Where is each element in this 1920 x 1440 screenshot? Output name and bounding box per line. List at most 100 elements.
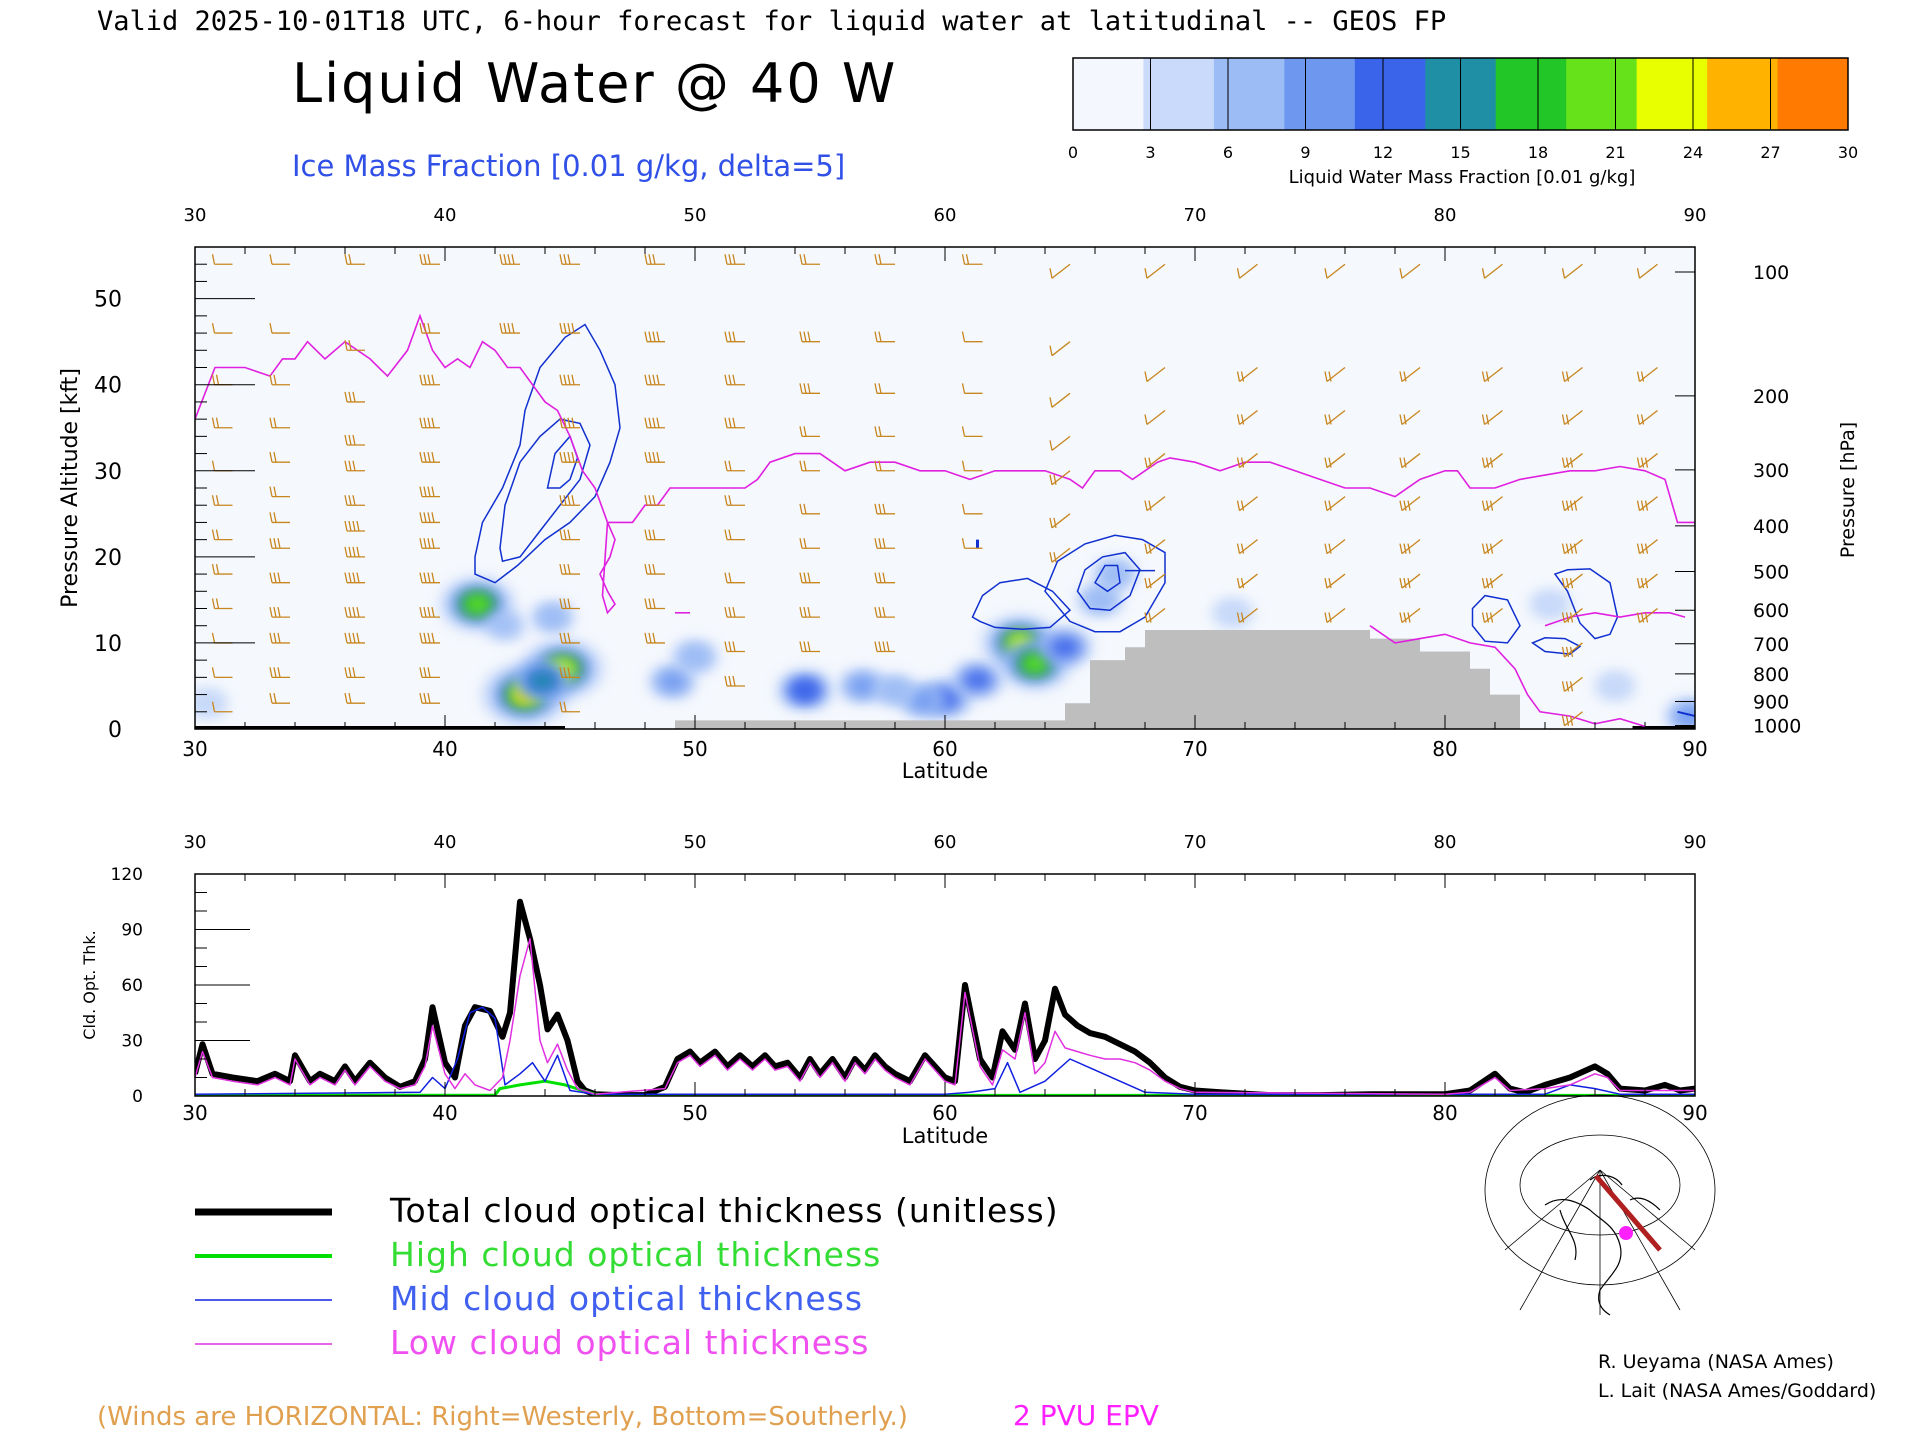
wind-barb-feather — [211, 598, 216, 609]
wind-barb-feather — [427, 486, 431, 497]
top-xtick-label-bottom: 80 — [1432, 737, 1457, 761]
wind-barb-feather — [273, 417, 277, 428]
wind-barb-feather — [559, 452, 563, 463]
colorbar-swatch — [1566, 58, 1638, 130]
wind-barb-feather — [878, 331, 882, 342]
series-line — [195, 938, 1695, 1095]
wind-barb — [644, 331, 665, 343]
wind-barb-feather — [874, 572, 878, 583]
wind-barb-feather — [277, 606, 281, 618]
wind-barb — [1561, 410, 1583, 426]
liquid-blob — [791, 681, 819, 700]
wind-barb-feather — [724, 331, 728, 342]
wind-barb-feather — [1148, 612, 1152, 623]
colorbar-swatch — [1777, 58, 1849, 130]
bottom-xtick-label-bottom: 40 — [432, 1101, 457, 1125]
wind-barb — [1324, 366, 1346, 383]
wind-barb-feather — [344, 495, 348, 506]
wind-barb — [644, 598, 665, 610]
wind-barb-feather — [965, 254, 970, 265]
pressure-tick-label: 800 — [1753, 664, 1789, 686]
wind-barb-feather — [563, 563, 567, 575]
wind-barb-feather — [656, 331, 660, 342]
colorbar-tick: 21 — [1605, 143, 1625, 162]
wind-barb-feather — [874, 460, 878, 471]
wind-barb-feather — [1636, 414, 1641, 425]
wind-barb-feather — [273, 606, 277, 618]
wind-barb-feather — [961, 254, 966, 265]
wind-barb — [1481, 573, 1503, 589]
epv-line-tropopause-fold — [599, 522, 616, 615]
wind-barb-feather — [356, 546, 360, 557]
wind-barb — [1561, 496, 1583, 512]
wind-barb-feather — [423, 452, 427, 463]
wind-barb-feather — [563, 701, 567, 712]
wind-barb — [799, 383, 820, 394]
wind-barb-feather — [571, 495, 575, 506]
wind-barb-feather — [348, 340, 352, 351]
bottom-xlabel: Latitude — [902, 1124, 988, 1148]
wind-barb-feather — [656, 417, 660, 428]
wind-barb-feather — [644, 529, 648, 540]
wind-barb — [1561, 711, 1583, 727]
wind-barb-feather — [1144, 414, 1148, 425]
wind-barb — [344, 520, 365, 532]
wind-barb-feather — [1644, 577, 1649, 589]
wind-barb-feather — [1573, 500, 1578, 511]
wind-barb — [211, 322, 233, 334]
wind-barb-feather — [652, 452, 656, 463]
colorbar-swatch — [1495, 58, 1567, 130]
wind-barb-feather — [269, 667, 273, 678]
wind-barb — [724, 641, 745, 653]
top-ytick-label: 10 — [94, 632, 122, 657]
wind-barb-feather — [352, 667, 356, 678]
wind-barb-feather — [648, 452, 652, 463]
wind-barb-feather — [1636, 371, 1641, 382]
wind-barb — [1636, 539, 1658, 555]
wind-barb-feather — [1485, 577, 1490, 589]
liquid-water-shading — [195, 558, 1695, 729]
bottom-xtick-label-top: 70 — [1184, 832, 1207, 853]
wind-barb-feather — [277, 632, 281, 644]
cross-section-axes: 3030404050506060707080809090010203040501… — [94, 205, 1801, 761]
wind-barb-feather — [431, 486, 435, 497]
wind-barb — [211, 667, 233, 679]
wind-barb-feather — [1407, 612, 1411, 623]
colorbar-tick: 15 — [1450, 143, 1470, 162]
wind-barb — [269, 572, 290, 584]
wind-barb-feather — [1240, 371, 1245, 382]
wind-barb-feather — [1561, 646, 1566, 658]
wind-barb-feather — [352, 434, 356, 446]
colorbar-swatch — [1707, 58, 1779, 130]
main-title: Liquid Water @ 40 W — [292, 52, 897, 115]
wind-barb — [344, 546, 365, 558]
wind-barb-feather — [961, 383, 966, 394]
wind-barb — [724, 572, 745, 584]
wind-barb-feather — [807, 606, 811, 618]
wind-barb — [211, 495, 233, 506]
top-xtick-label-top: 50 — [684, 205, 707, 226]
wind-barb-feather — [728, 675, 732, 687]
bottom-xtick-label-top: 40 — [434, 832, 457, 853]
wind-barb-feather — [644, 598, 648, 609]
wind-barb-feather — [1485, 543, 1490, 554]
wind-barb-feather — [1481, 371, 1486, 382]
wind-barb-feather — [1636, 543, 1641, 554]
wind-barb-feather — [1328, 414, 1332, 425]
colorbar-swatch — [1143, 58, 1215, 130]
wind-barb-feather — [1636, 612, 1641, 623]
pressure-tick-label: 1000 — [1753, 716, 1801, 738]
wind-barb-feather — [1569, 646, 1574, 658]
wind-barb — [1049, 547, 1071, 563]
wind-barb-feather — [559, 563, 563, 575]
wind-barb-feather — [344, 546, 348, 557]
top-xtick-label-top: 80 — [1434, 205, 1457, 226]
pressure-tick-label: 400 — [1753, 516, 1789, 538]
wind-barb-feather — [559, 701, 563, 712]
pressure-tick-label: 100 — [1753, 262, 1789, 284]
wind-barb-feather — [511, 322, 515, 334]
wind-barb — [559, 495, 580, 506]
wind-barb-feather — [559, 254, 563, 265]
wind-barb-feather — [1053, 474, 1057, 485]
wind-barb-feather — [644, 563, 648, 575]
